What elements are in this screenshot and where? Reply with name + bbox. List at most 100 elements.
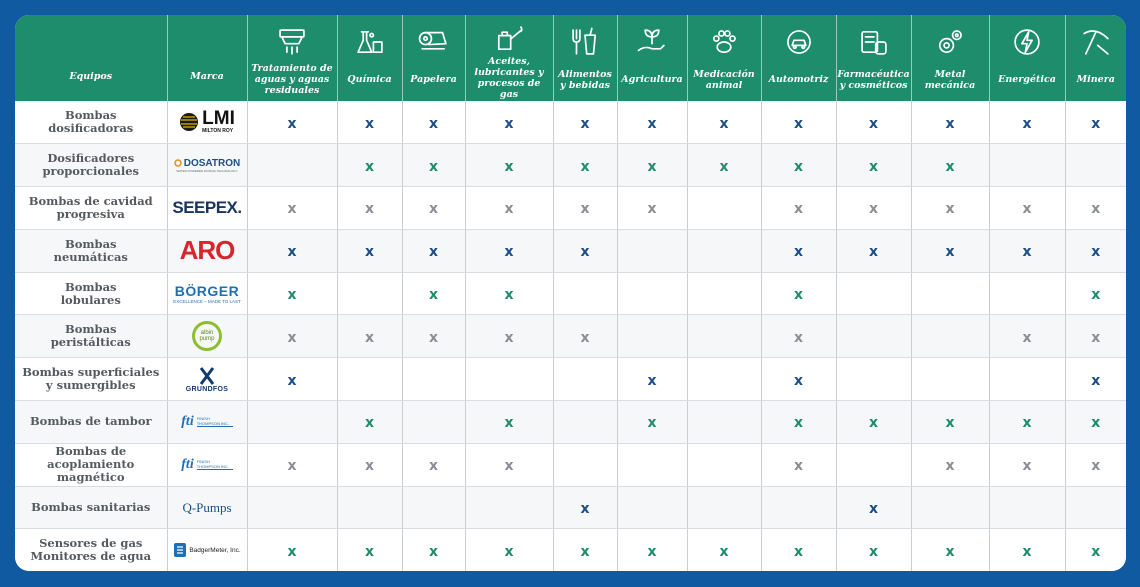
- equipo-label-line: Bombas de: [55, 444, 127, 459]
- check-x-mark: x: [793, 329, 804, 346]
- equipo-cell: Bombas de tambor: [15, 400, 167, 444]
- check-x-mark: x: [647, 372, 657, 389]
- table-row: Bombas superficiales y sumergibles GRUNDFO…: [15, 357, 1126, 402]
- mark-cell: x: [910, 528, 989, 571]
- equipo-label-line: Dosificadores: [47, 151, 135, 166]
- check-x-mark: x: [364, 458, 375, 475]
- mark-cell: x: [760, 143, 836, 188]
- mark-cell: [246, 486, 337, 530]
- equipo-cell: Sensores de gas Monitores de agua: [15, 528, 167, 571]
- mark-cell: [835, 314, 911, 359]
- check-x-mark: x: [1022, 244, 1032, 261]
- mark-cell: x: [336, 400, 402, 444]
- mark-cell: x: [835, 101, 911, 145]
- mark-cell: x: [1064, 101, 1126, 145]
- check-x-mark: x: [428, 244, 439, 261]
- mark-cell: [988, 357, 1065, 402]
- equipo-label-line: Bombas de cavidad: [28, 193, 153, 208]
- check-x-mark: x: [1091, 372, 1101, 389]
- mark-cell: x: [988, 101, 1065, 145]
- brand-logo-q-pumps: Q-Pumps: [182, 499, 232, 515]
- mark-cell: x: [1064, 272, 1126, 316]
- check-x-mark: x: [580, 501, 590, 518]
- check-x-mark: x: [287, 372, 297, 389]
- oil-can-icon: [492, 22, 526, 56]
- equipo-label-line: Bombas: [64, 322, 117, 337]
- check-x-mark: x: [945, 158, 955, 175]
- mark-cell: [616, 272, 687, 316]
- mark-cell: x: [988, 186, 1065, 230]
- check-x-mark: x: [428, 115, 439, 132]
- check-x-mark: x: [504, 115, 514, 132]
- mark-cell: x: [246, 272, 337, 316]
- marca-cell: fti FINISH THOMPSON INC.: [166, 443, 247, 487]
- mark-cell: x: [1064, 186, 1126, 230]
- mark-cell: x: [336, 101, 402, 145]
- mark-cell: x: [464, 443, 553, 487]
- mark-cell: x: [246, 443, 337, 487]
- check-x-mark: x: [504, 329, 514, 346]
- mark-cell: [552, 272, 617, 316]
- mark-cell: x: [910, 229, 989, 273]
- equipo-cell: Dosificadores proporcionales: [15, 143, 167, 188]
- mark-cell: [988, 143, 1065, 188]
- mark-cell: [336, 272, 402, 316]
- mark-cell: x: [988, 528, 1065, 571]
- mark-cell: x: [401, 443, 465, 487]
- mark-cell: x: [552, 229, 617, 273]
- mark-cell: x: [246, 314, 337, 359]
- mark-cell: [686, 400, 761, 444]
- brand-logo-aro: ARO: [179, 235, 236, 266]
- mark-cell: x: [401, 101, 465, 145]
- check-x-mark: x: [287, 244, 297, 261]
- brand-logo-dosatron: DOSATRON WATER POWERED DOSING TECHNOLOGY: [174, 158, 240, 173]
- badger-meter-mark-icon: [174, 543, 187, 558]
- mark-cell: [835, 357, 911, 402]
- car-gear-icon: [782, 22, 816, 62]
- mark-cell: [401, 486, 465, 530]
- mark-cell: x: [760, 101, 836, 145]
- mark-cell: x: [552, 486, 617, 530]
- check-x-mark: x: [580, 201, 590, 218]
- gears-icon: [933, 22, 967, 62]
- header-paper-roll: Papelera: [401, 15, 465, 101]
- check-x-mark: x: [1022, 329, 1032, 346]
- equipo-label-line: Bombas sanitarias: [31, 500, 151, 515]
- check-x-mark: x: [1022, 415, 1032, 432]
- equipo-label-line: dosificadoras: [48, 121, 134, 136]
- check-x-mark: x: [428, 543, 439, 560]
- mark-cell: x: [246, 528, 337, 571]
- check-x-mark: x: [793, 287, 804, 304]
- mark-cell: x: [988, 314, 1065, 359]
- check-x-mark: x: [287, 543, 297, 560]
- mark-cell: [910, 314, 989, 359]
- grundfos-x-icon: [199, 366, 215, 385]
- mark-cell: [988, 486, 1065, 530]
- mark-cell: x: [1064, 400, 1126, 444]
- mark-cell: [552, 400, 617, 444]
- equipo-label-line: Bombas: [64, 108, 117, 123]
- mark-cell: x: [464, 229, 553, 273]
- mark-cell: [616, 229, 687, 273]
- check-x-mark: x: [1022, 458, 1032, 475]
- mark-cell: x: [336, 314, 402, 359]
- mark-cell: [246, 143, 337, 188]
- check-x-mark: x: [868, 158, 879, 175]
- check-x-mark: x: [647, 543, 657, 560]
- check-x-mark: x: [504, 415, 514, 432]
- equipo-cell: Bombas lobulares: [15, 272, 167, 316]
- mark-cell: x: [401, 314, 465, 359]
- check-x-mark: x: [504, 201, 514, 218]
- mark-cell: x: [760, 357, 836, 402]
- table-row: Bombas peristálticas albin pump x x x x x x x x: [15, 314, 1126, 359]
- mark-cell: x: [616, 357, 687, 402]
- mark-cell: x: [336, 528, 402, 571]
- mark-cell: x: [760, 528, 836, 571]
- mark-cell: [464, 357, 553, 402]
- mark-cell: x: [910, 443, 989, 487]
- check-x-mark: x: [868, 543, 879, 560]
- check-x-mark: x: [428, 329, 439, 346]
- mark-cell: x: [401, 528, 465, 571]
- mark-cell: x: [464, 400, 553, 444]
- compatibility-table: Equipos Marca Tratamiento de aguas y agu…: [15, 15, 1126, 571]
